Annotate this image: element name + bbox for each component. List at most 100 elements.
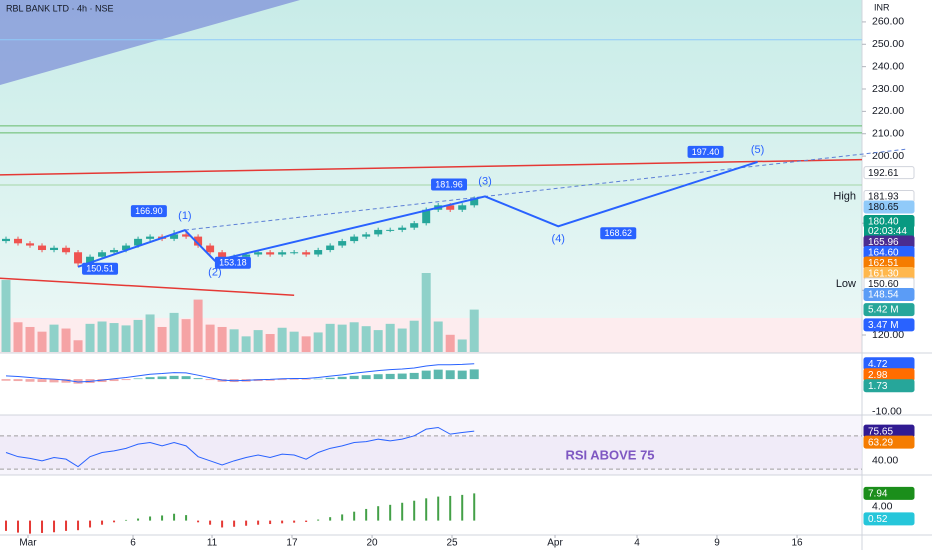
osc-bar xyxy=(449,495,452,521)
trend-line xyxy=(0,158,863,176)
volume-bar xyxy=(109,323,119,352)
macd-hist xyxy=(445,370,455,380)
rsi-line xyxy=(5,426,475,468)
volume-bar xyxy=(325,323,335,352)
volume-bar xyxy=(433,321,443,352)
price-badge-text: 148.54 xyxy=(868,290,899,301)
macd-hist xyxy=(61,379,71,383)
volume-bar xyxy=(337,324,347,352)
osc-bar xyxy=(245,520,248,526)
macd-hist xyxy=(181,376,191,380)
macd-line xyxy=(5,363,475,383)
candle-body xyxy=(254,252,263,255)
wave-price-label: 168.62 xyxy=(604,228,632,238)
candle-body xyxy=(62,247,71,253)
price-badge-text: 165.96 xyxy=(868,237,899,248)
candle-body xyxy=(362,234,371,237)
candle-body xyxy=(242,254,251,257)
price-badge-text: 180.65 xyxy=(868,202,899,213)
osc-bar xyxy=(329,517,332,521)
price-badge-text: 161.30 xyxy=(868,269,899,280)
countdown: 02:03:44 xyxy=(868,226,907,237)
y-tick-label: 250.00 xyxy=(872,38,904,50)
osc-bar xyxy=(209,520,212,525)
macd-hist xyxy=(13,379,23,382)
macd-hist xyxy=(469,369,479,380)
candle-body xyxy=(446,205,455,210)
macd-hist xyxy=(337,376,347,380)
macd-hist xyxy=(73,379,83,384)
y-tick-label: 240.00 xyxy=(872,60,904,72)
volume-bar xyxy=(133,319,143,352)
osc-bar xyxy=(197,520,200,523)
rsi-badge-text: 75.65 xyxy=(868,426,893,437)
osc-bar xyxy=(281,520,284,524)
osc-badge-text: 7.94 xyxy=(868,489,888,500)
candle-body xyxy=(134,238,143,246)
x-tick-label: 4 xyxy=(634,538,640,549)
macd-hist xyxy=(385,373,395,380)
x-tick-label: 9 xyxy=(714,538,720,549)
target-zone xyxy=(0,0,862,318)
candle-body xyxy=(98,252,107,257)
osc-bar xyxy=(377,506,380,521)
candle-body xyxy=(74,252,83,264)
price-tag: High xyxy=(833,190,856,202)
wave-label: (1) xyxy=(178,210,191,222)
volume-bar xyxy=(217,326,227,352)
price-badge-text: 164.60 xyxy=(868,248,899,259)
channel-shape xyxy=(0,0,300,85)
volume-bar xyxy=(37,331,47,352)
volume-bar xyxy=(385,323,395,352)
candle-body xyxy=(122,245,131,251)
wave-price-label: 166.90 xyxy=(135,206,163,216)
x-tick-label: 6 xyxy=(130,538,136,549)
osc-badge xyxy=(863,486,915,500)
macd-hist xyxy=(361,375,371,380)
osc-bar xyxy=(221,520,224,528)
wave-price-label: 150.51 xyxy=(86,264,114,274)
price-badge-text: 181.93 xyxy=(868,192,899,203)
chart-title: RBL BANK LTD · 4h · NSE xyxy=(6,3,114,13)
wave-price-label: 181.96 xyxy=(435,179,463,189)
macd-hist xyxy=(109,379,119,382)
trend-line xyxy=(0,277,295,296)
volume-bar xyxy=(85,323,95,352)
osc-badge xyxy=(863,512,915,526)
candle-body xyxy=(290,252,299,254)
osc-tick-label: 4.00 xyxy=(872,501,893,513)
macd-hist xyxy=(205,379,215,381)
candle-body xyxy=(302,252,311,255)
candle-body xyxy=(14,238,23,244)
candle-body xyxy=(266,252,275,255)
osc-bar xyxy=(113,520,116,523)
macd-hist xyxy=(1,379,11,381)
osc-bar xyxy=(413,500,416,521)
volume-bar xyxy=(373,330,383,352)
macd-badge-text: 4.72 xyxy=(868,359,888,370)
osc-bar xyxy=(53,520,56,533)
volume-bar xyxy=(397,328,407,352)
x-tick-label: 20 xyxy=(366,538,378,549)
osc-bar xyxy=(353,511,356,521)
macd-hist xyxy=(121,379,131,381)
volume-bar xyxy=(421,272,431,352)
volume-bar xyxy=(409,320,419,352)
volume-bar xyxy=(301,336,311,352)
wave-price-box xyxy=(431,178,468,191)
macd-hist xyxy=(457,370,467,380)
candle-body xyxy=(386,229,395,231)
volume-bar xyxy=(265,334,275,352)
volume-badge-text: 5.42 M xyxy=(868,305,899,316)
x-tick-label: 16 xyxy=(791,538,803,549)
price-badge-text: 150.60 xyxy=(868,279,899,290)
wave-price-label: 153.18 xyxy=(219,258,247,268)
volume-bar xyxy=(157,326,167,352)
macd-hist xyxy=(133,378,143,380)
volume-bar xyxy=(181,319,191,352)
volume-bar xyxy=(445,334,455,352)
candle-body xyxy=(458,205,467,210)
volume-bar xyxy=(457,339,467,352)
x-tick-label: 25 xyxy=(446,538,458,549)
